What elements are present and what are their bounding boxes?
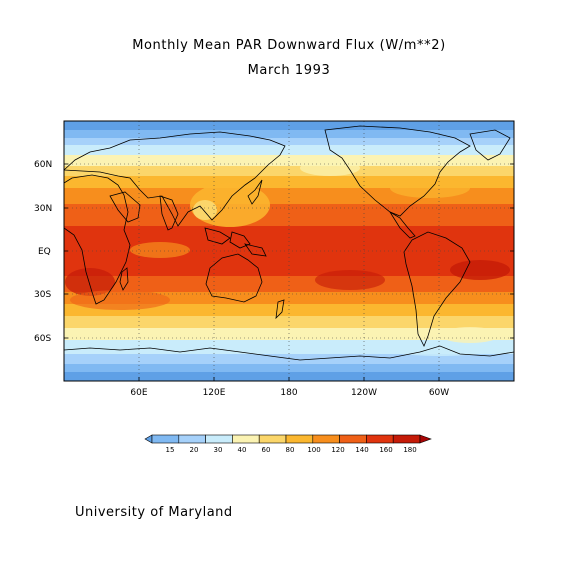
colorbar: 15 20 30 40 60 80 100 120 140 160 180 bbox=[144, 434, 432, 454]
colorbar-swatch bbox=[258, 434, 287, 444]
lat-label-30n: 30N bbox=[34, 204, 52, 214]
colorbar-label: 30 bbox=[214, 446, 223, 454]
colorbar-high-arrow bbox=[419, 434, 432, 444]
colorbar-label: 160 bbox=[379, 446, 392, 454]
colorbar-swatch bbox=[232, 434, 260, 444]
colorbar-label: 80 bbox=[286, 446, 295, 454]
lon-label-60w: 60W bbox=[429, 388, 449, 398]
colorbar-label: 140 bbox=[355, 446, 368, 454]
colorbar-swatch bbox=[285, 434, 314, 444]
lat-label-60n: 60N bbox=[34, 160, 52, 170]
colorbar-swatch bbox=[366, 434, 394, 444]
axis-ticks bbox=[64, 163, 514, 381]
lat-label-eq: EQ bbox=[38, 247, 51, 257]
colorbar-low-arrow bbox=[144, 434, 153, 444]
lon-label-60e: 60E bbox=[130, 388, 147, 398]
colorbar-label: 15 bbox=[166, 446, 175, 454]
lat-label-30s: 30S bbox=[34, 290, 51, 300]
colorbar-label: 120 bbox=[331, 446, 344, 454]
colorbar-swatch bbox=[205, 434, 233, 444]
coastlines bbox=[64, 125, 514, 361]
colorbar-label: 20 bbox=[190, 446, 199, 454]
colorbar-label: 100 bbox=[307, 446, 320, 454]
colorbar-swatch bbox=[339, 434, 367, 444]
graticule bbox=[64, 121, 514, 381]
lon-label-120w: 120W bbox=[351, 388, 377, 398]
map-title: Monthly Mean PAR Downward Flux (W/m**2) bbox=[132, 38, 446, 53]
lon-label-180: 180 bbox=[280, 388, 297, 398]
colorbar-label: 180 bbox=[403, 446, 416, 454]
lon-label-120e: 120E bbox=[203, 388, 226, 398]
colorbar-swatch bbox=[392, 434, 421, 444]
colorbar-label: 60 bbox=[262, 446, 271, 454]
colorbar-swatch bbox=[312, 434, 340, 444]
colorbar-swatch bbox=[151, 434, 180, 444]
map-subtitle: March 1993 bbox=[247, 63, 331, 78]
colorbar-label: 40 bbox=[238, 446, 247, 454]
lat-label-60s: 60S bbox=[34, 334, 51, 344]
credit-text: University of Maryland bbox=[75, 505, 233, 520]
colorbar-swatch bbox=[178, 434, 206, 444]
